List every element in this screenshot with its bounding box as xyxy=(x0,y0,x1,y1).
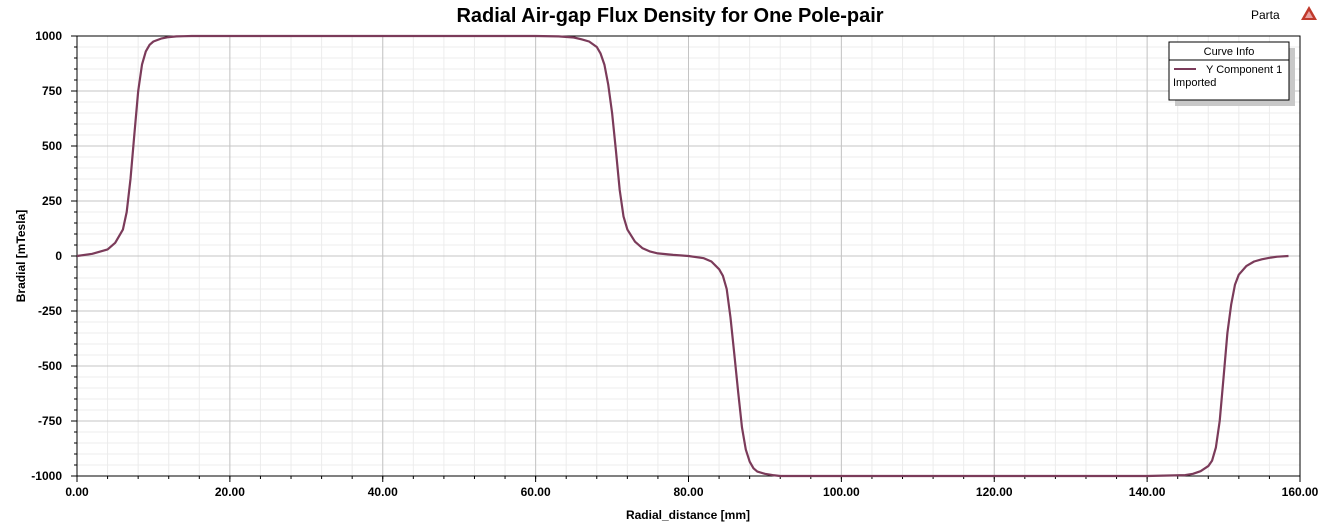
x-tick-label: 60.00 xyxy=(521,485,551,499)
y-tick-label: 500 xyxy=(42,139,62,153)
y-tick-label: -250 xyxy=(38,304,62,318)
series-group xyxy=(76,34,1289,478)
x-tick-label: 80.00 xyxy=(673,485,703,499)
app-name: Parta xyxy=(1251,8,1280,22)
y-axis-label: Bradial [mTesla] xyxy=(14,210,28,302)
ansys-maxwell-logo-icon xyxy=(1301,6,1317,20)
x-axis-label: Radial_distance [mm] xyxy=(626,508,750,522)
legend-entry-name: Y Component 1 xyxy=(1206,64,1282,76)
y-tick-label: -500 xyxy=(38,359,62,373)
x-tick-label: 160.00 xyxy=(1282,485,1319,499)
x-tick-label: 20.00 xyxy=(215,485,245,499)
legend-box xyxy=(1168,41,1290,101)
y-tick-label: 250 xyxy=(42,194,62,208)
legend[interactable]: Curve Info Y Component 1 Imported xyxy=(1168,41,1295,106)
x-tick-label: 100.00 xyxy=(823,485,860,499)
tick-labels: 0.00 20.00 40.00 60.00 80.00 100.00 120.00 140.… xyxy=(31,29,1318,499)
legend-entry-subtitle: Imported xyxy=(1173,77,1216,89)
y-tick-label: 750 xyxy=(42,84,62,98)
y-tick-label: 1000 xyxy=(35,29,62,43)
y-tick-label: -1000 xyxy=(31,469,62,483)
chart-title: Radial Air-gap Flux Density for One Pole… xyxy=(456,5,883,27)
y-tick-label: -750 xyxy=(38,414,62,428)
legend-title: Curve Info xyxy=(1204,46,1255,58)
x-tick-label: 120.00 xyxy=(976,485,1013,499)
x-tick-label: 40.00 xyxy=(368,485,398,499)
series-line xyxy=(76,34,1289,478)
x-tick-label: 140.00 xyxy=(1129,485,1166,499)
x-tick-label: 0.00 xyxy=(65,485,89,499)
y-tick-label: 0 xyxy=(55,249,62,263)
